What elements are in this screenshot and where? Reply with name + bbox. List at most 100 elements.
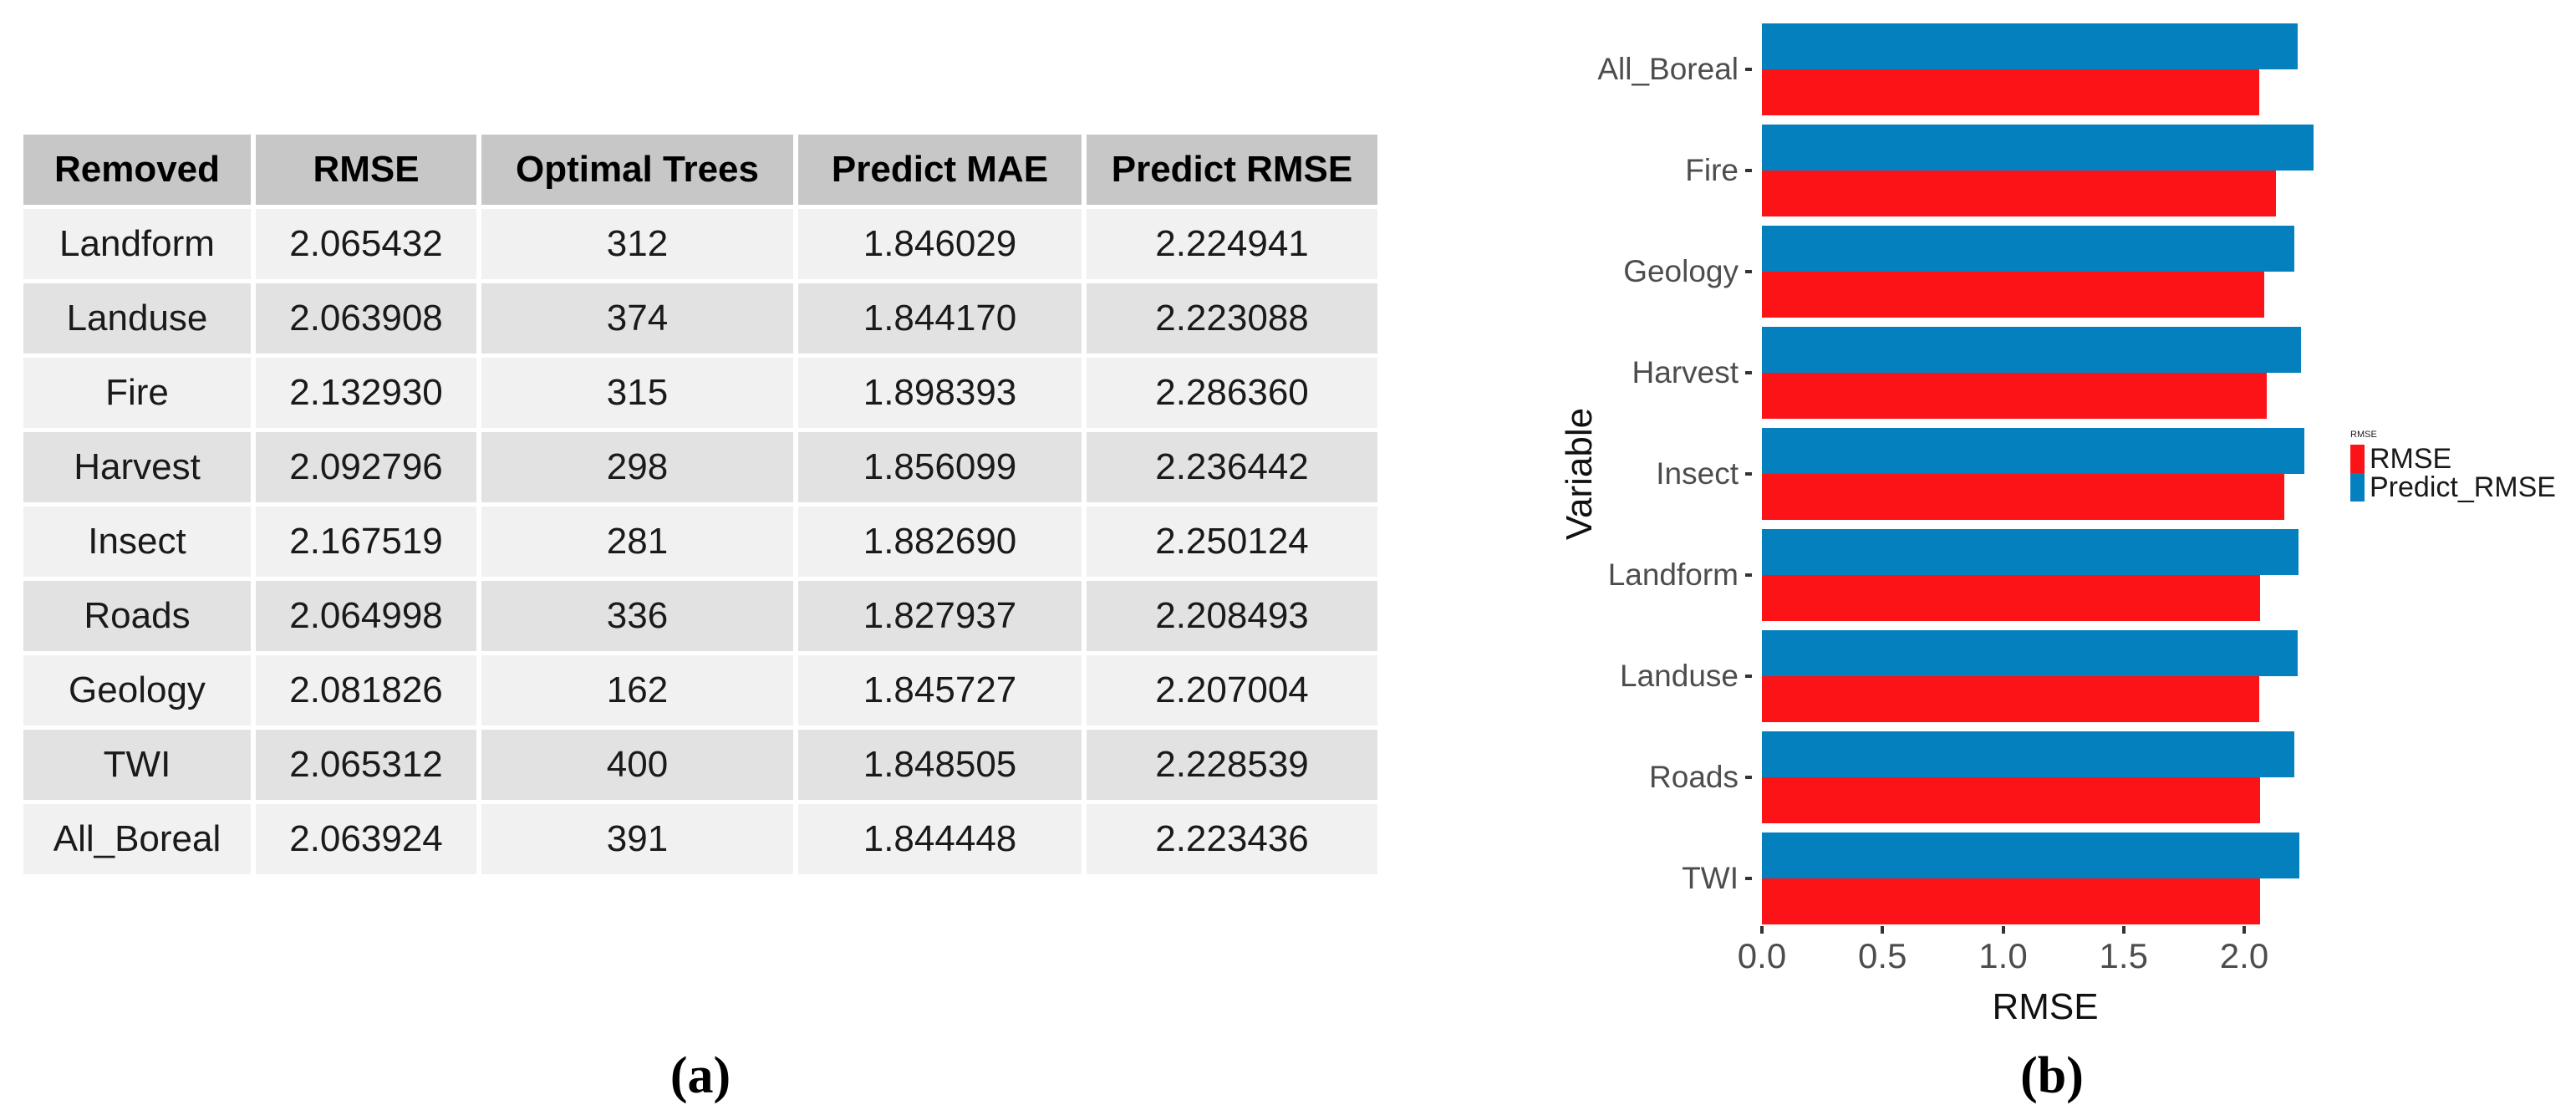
table-cell: 1.898393	[798, 358, 1082, 428]
table-cell: 400	[481, 730, 793, 800]
bar-predict-rmse	[1762, 125, 2314, 171]
table-cell: Geology	[23, 655, 251, 726]
table-cell: Roads	[23, 581, 251, 651]
x-axis-tick	[1881, 926, 1885, 934]
table-cell: 2.167519	[256, 507, 476, 577]
table-cell: 2.063908	[256, 283, 476, 354]
table-cell: 281	[481, 507, 793, 577]
table-cell: 374	[481, 283, 793, 354]
legend-label-rmse: RMSE	[2370, 443, 2452, 475]
bar-predict-rmse	[1762, 630, 2298, 676]
bar-rmse	[1762, 373, 2267, 419]
bar-rmse	[1762, 272, 2264, 318]
table-cell: 391	[481, 804, 793, 874]
table-header-cell: Removed	[23, 135, 251, 205]
table-cell: 1.848505	[798, 730, 1082, 800]
x-tick-label: 0.5	[1858, 936, 1907, 975]
y-category-label: Roads	[1649, 760, 1739, 794]
table-cell: 2.065432	[256, 209, 476, 279]
table-cell: 2.228539	[1087, 730, 1377, 800]
y-axis-tick	[1745, 169, 1752, 172]
bar-predict-rmse	[1762, 428, 2304, 474]
x-tick-label: 1.5	[2099, 936, 2148, 975]
table-cell: Fire	[23, 358, 251, 428]
y-category-label: Harvest	[1632, 355, 1739, 389]
y-category-label: Insect	[1656, 456, 1739, 491]
table-cell: 1.882690	[798, 507, 1082, 577]
x-axis-tick	[1760, 926, 1764, 934]
table-cell: 1.844170	[798, 283, 1082, 354]
table-cell: All_Boreal	[23, 804, 251, 874]
table-cell: 2.092796	[256, 432, 476, 502]
table-cell: 2.132930	[256, 358, 476, 428]
y-axis-tick	[1745, 270, 1752, 273]
chart-legend: RMSE RMSE Predict_RMSE	[2350, 430, 2556, 501]
y-axis-tick	[1745, 472, 1752, 476]
y-category-label: All_Boreal	[1597, 52, 1739, 86]
table-cell: 162	[481, 655, 793, 726]
y-axis-tick	[1745, 675, 1752, 678]
table-cell: 2.223088	[1087, 283, 1377, 354]
bar-predict-rmse	[1762, 529, 2299, 575]
table-cell: 336	[481, 581, 793, 651]
table-cell: 1.844448	[798, 804, 1082, 874]
bar-predict-rmse	[1762, 832, 2299, 878]
y-category-label: Fire	[1685, 153, 1739, 187]
table-cell: Landuse	[23, 283, 251, 354]
table-cell: 1.845727	[798, 655, 1082, 726]
table-header-cell: Optimal Trees	[481, 135, 793, 205]
y-axis-tick	[1745, 68, 1752, 71]
y-axis-tick	[1745, 573, 1752, 577]
x-axis-tick	[2243, 926, 2246, 934]
table-cell: 2.064998	[256, 581, 476, 651]
y-category-label: Landform	[1607, 558, 1739, 592]
table-header-cell: RMSE	[256, 135, 476, 205]
table-cell: 2.223436	[1087, 804, 1377, 874]
bar-rmse	[1762, 171, 2276, 216]
legend-title: RMSE	[2350, 430, 2377, 440]
bar-rmse	[1762, 474, 2284, 520]
results-table: Removed RMSE Optimal Trees Predict MAE Predi…	[23, 135, 1377, 874]
table-header-cell: Predict RMSE	[1087, 135, 1377, 205]
bar-predict-rmse	[1762, 731, 2294, 777]
table-cell: Landform	[23, 209, 251, 279]
legend-entry-predict-rmse: Predict_RMSE	[2350, 473, 2556, 501]
table-cell: 1.827937	[798, 581, 1082, 651]
bar-rmse	[1762, 878, 2260, 924]
x-tick-label: 1.0	[1978, 936, 2028, 975]
table-header-cell: Predict MAE	[798, 135, 1082, 205]
x-axis-tick	[2001, 926, 2005, 934]
table-cell: 312	[481, 209, 793, 279]
y-axis-tick	[1745, 371, 1752, 374]
table-cell: 2.208493	[1087, 581, 1377, 651]
bar-predict-rmse	[1762, 23, 2298, 69]
table-cell: Insect	[23, 507, 251, 577]
bar-predict-rmse	[1762, 226, 2294, 272]
legend-swatch-rmse	[2350, 445, 2365, 473]
y-category-label: TWI	[1682, 861, 1739, 895]
legend-label-predict-rmse: Predict_RMSE	[2370, 471, 2556, 503]
caption-panel-a: (a)	[669, 1047, 731, 1104]
table-cell: 1.846029	[798, 209, 1082, 279]
bar-rmse	[1762, 676, 2259, 722]
table-cell: 2.063924	[256, 804, 476, 874]
bar-rmse	[1762, 777, 2260, 823]
table-cell: 2.207004	[1087, 655, 1377, 726]
x-axis-title: RMSE	[1992, 986, 2099, 1027]
legend-swatch-predict-rmse	[2350, 473, 2365, 501]
table-cell: 2.224941	[1087, 209, 1377, 279]
table-cell: 298	[481, 432, 793, 502]
table-cell: 2.250124	[1087, 507, 1377, 577]
legend-entry-rmse: RMSE	[2350, 445, 2556, 473]
x-tick-label: 2.0	[2219, 936, 2269, 975]
bar-rmse	[1762, 575, 2260, 621]
table-cell: 1.856099	[798, 432, 1082, 502]
table-cell: Harvest	[23, 432, 251, 502]
x-tick-label: 0.0	[1737, 936, 1787, 975]
table-cell: 2.081826	[256, 655, 476, 726]
caption-panel-b: (b)	[2020, 1047, 2084, 1104]
table-cell: TWI	[23, 730, 251, 800]
y-axis-tick	[1745, 776, 1752, 779]
bar-rmse	[1762, 69, 2259, 115]
